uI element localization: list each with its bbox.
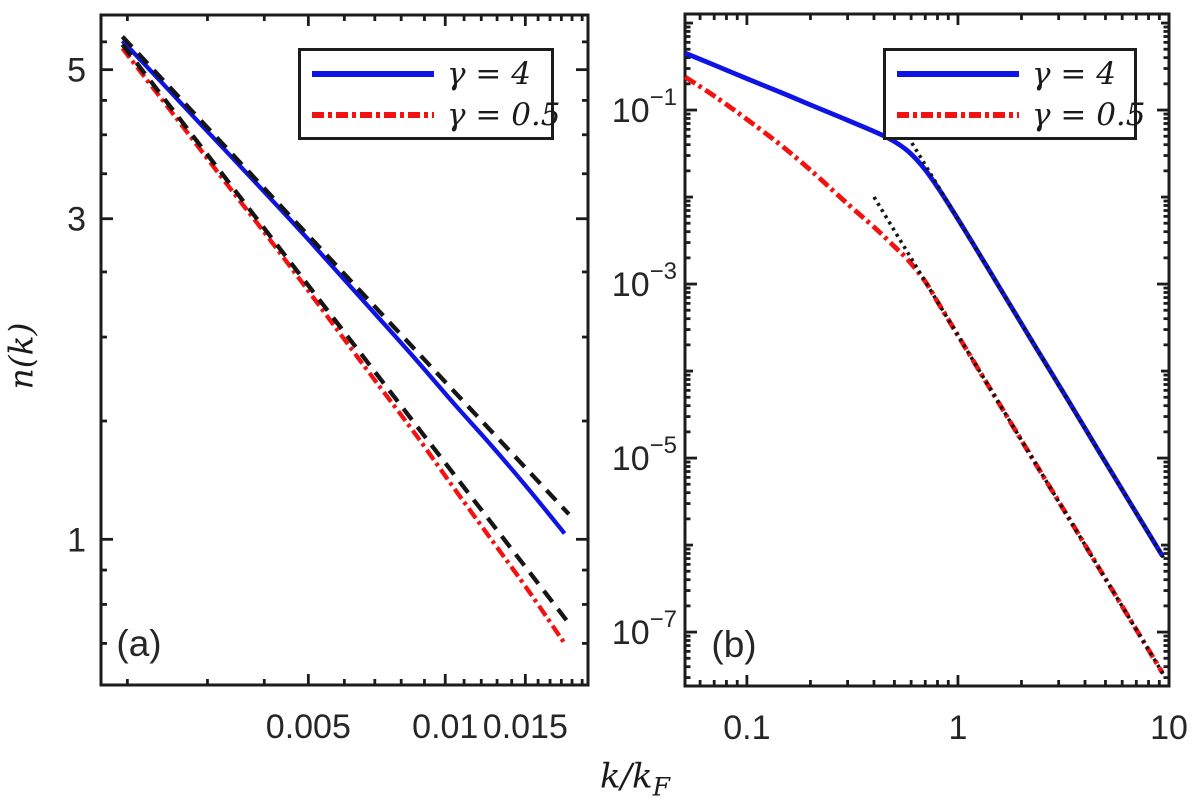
legend-line-sample-gamma-05 [312,111,434,118]
legend-panel-a: γ = 4 γ = 0.5 [298,48,561,140]
svg-text:10−5: 10−5 [612,432,677,478]
svg-text:3: 3 [67,201,86,239]
svg-text:1: 1 [67,521,86,559]
legend-line-sample-gamma-05 [897,111,1019,118]
legend-entry-gamma-4: γ = 4 [886,53,1134,94]
legend-panel-b: γ = 4 γ = 0.5 [883,48,1146,140]
legend-entry-gamma-4: γ = 4 [301,53,551,94]
legend-label-gamma-05: γ = 0.5 [447,96,561,133]
svg-text:10−7: 10−7 [612,606,677,652]
svg-text:0.005: 0.005 [266,708,351,746]
legend-entry-gamma-05: γ = 0.5 [301,94,561,135]
svg-text:10−3: 10−3 [612,258,677,304]
panel-b-label: (b) [711,624,757,665]
x-axis-label-subscript: F [652,772,671,802]
legend-label-gamma-4: γ = 4 [1032,55,1116,92]
svg-text:10: 10 [1150,709,1188,747]
panel-a-label: (a) [116,623,162,664]
legend-line-sample-gamma-4 [312,70,434,77]
legend-label-gamma-4: γ = 4 [447,55,531,92]
y-axis-label-text: n(k) [1,322,41,390]
svg-text:0.015: 0.015 [483,708,568,746]
x-axis-label: k/kF [600,757,670,802]
svg-text:5: 5 [67,52,86,90]
svg-text:1: 1 [948,709,967,747]
legend-label-gamma-05: γ = 0.5 [1032,96,1146,133]
y-axis-label: n(k) [2,323,41,390]
legend-line-sample-gamma-4 [897,70,1019,77]
svg-text:10−1: 10−1 [612,84,677,130]
svg-text:0.1: 0.1 [723,709,770,747]
x-axis-label-text: k/k [599,756,653,797]
legend-entry-gamma-05: γ = 0.5 [886,94,1146,135]
svg-text:0.01: 0.01 [412,708,478,746]
